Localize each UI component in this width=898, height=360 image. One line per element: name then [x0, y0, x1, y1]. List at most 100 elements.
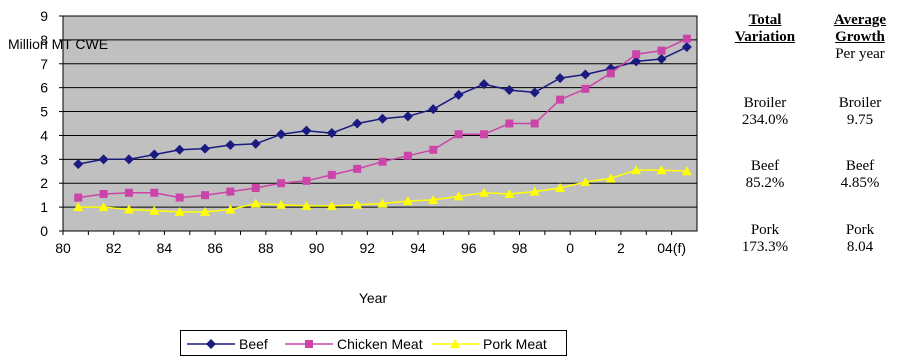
x-tick-label: 0 [566, 240, 574, 256]
row-label: Pork [845, 222, 875, 238]
x-tick-label: 2 [617, 240, 625, 256]
row-growth: 8.04 [846, 239, 874, 255]
row-label: Broiler [743, 95, 787, 111]
row-total: 85.2% [745, 175, 785, 191]
data-point-beef [98, 154, 109, 165]
pork-growth: Pork 8.04 [820, 222, 898, 256]
pork-total: Pork 173.3% [722, 222, 808, 256]
y-tick-label: 1 [40, 199, 48, 215]
data-point-chicken-meat [479, 130, 488, 139]
data-point-beef [453, 89, 464, 100]
growth-header-line2: Growth [835, 29, 885, 45]
data-point-chicken-meat [505, 119, 514, 128]
data-point-beef [402, 111, 413, 122]
data-point-pork-meat [681, 166, 692, 176]
data-point-pork-meat [478, 187, 489, 197]
legend-marker-pork-meat [450, 339, 460, 348]
data-point-chicken-meat [124, 188, 133, 197]
data-point-pork-meat [98, 202, 109, 212]
legend-label-beef: Beef [239, 336, 268, 352]
beef-growth: Beef 4.85% [820, 158, 898, 192]
y-tick-label: 5 [40, 104, 48, 120]
data-point-pork-meat [123, 204, 134, 214]
growth-header-sub: Per year [835, 46, 885, 62]
data-point-chicken-meat [429, 145, 438, 154]
x-tick-label: 90 [309, 240, 325, 256]
row-label: Pork [750, 222, 780, 238]
data-point-pork-meat [200, 206, 211, 216]
data-point-beef [174, 144, 185, 155]
legend-marker-beef [206, 339, 216, 349]
y-tick-label: 3 [40, 151, 48, 167]
axes [62, 15, 698, 232]
growth-header-line1: Average [833, 12, 887, 28]
data-point-pork-meat [402, 196, 413, 206]
data-point-pork-meat [504, 188, 515, 198]
data-point-chicken-meat [632, 50, 641, 59]
data-point-beef [225, 140, 236, 150]
data-point-beef [555, 73, 566, 84]
x-tick-label: 82 [106, 240, 122, 256]
row-total: 173.3% [741, 239, 789, 255]
series-beef [73, 42, 692, 170]
x-tick-label: 04(f) [657, 240, 686, 256]
row-total: 234.0% [741, 112, 789, 128]
x-tick-label: 84 [157, 240, 173, 256]
x-tick-label: 88 [258, 240, 274, 256]
legend-marks [187, 339, 479, 349]
data-point-chicken-meat [251, 184, 260, 192]
data-point-beef [301, 125, 312, 136]
y-tick-label: 0 [40, 223, 48, 239]
data-point-pork-meat [555, 183, 566, 192]
data-point-chicken-meat [302, 176, 311, 185]
data-point-pork-meat [301, 200, 312, 210]
data-point-pork-meat [453, 191, 464, 201]
data-point-pork-meat [174, 206, 185, 216]
data-point-pork-meat [352, 199, 363, 209]
data-point-pork-meat [73, 202, 84, 212]
data-point-chicken-meat [74, 193, 83, 202]
x-tick-label: 94 [410, 240, 426, 256]
data-point-beef [250, 138, 261, 149]
data-point-chicken-meat [682, 34, 691, 43]
data-point-chicken-meat [581, 84, 590, 93]
data-point-chicken-meat [226, 187, 235, 196]
plot-border [62, 15, 698, 232]
data-point-beef [73, 159, 84, 170]
data-point-pork-meat [529, 186, 540, 196]
data-point-beef [326, 128, 337, 139]
data-point-pork-meat [656, 165, 667, 175]
data-point-chicken-meat [606, 69, 615, 78]
x-tick-label: 80 [55, 240, 71, 256]
data-point-pork-meat [631, 165, 642, 175]
series-pork-meat [73, 165, 692, 216]
y-tick-label: 6 [40, 80, 48, 96]
data-point-beef [580, 69, 591, 80]
y-tick-label: 8 [40, 32, 48, 48]
average-growth-header: Average Growth Per year [820, 12, 898, 63]
broiler-growth: Broiler 9.75 [820, 95, 898, 129]
x-tick-labels: 80 82 84 86 88 90 92 94 96 98 0 2 04(f) [55, 231, 686, 256]
data-point-pork-meat [276, 199, 287, 209]
data-point-chicken-meat [327, 170, 336, 179]
data-point-chicken-meat [175, 193, 184, 202]
y-tick-label: 7 [40, 56, 48, 72]
data-point-beef [504, 85, 515, 96]
data-point-chicken-meat [530, 119, 539, 128]
data-point-pork-meat [580, 177, 591, 187]
y-axis-label: Million MT CWE [8, 36, 108, 52]
row-growth: 4.85% [840, 175, 880, 191]
data-point-chicken-meat [353, 164, 362, 173]
data-point-chicken-meat [403, 151, 412, 160]
data-point-pork-meat [605, 173, 616, 183]
data-point-beef [123, 154, 134, 165]
data-point-chicken-meat [150, 188, 159, 197]
data-point-chicken-meat [201, 191, 210, 200]
plot-area [63, 16, 697, 231]
data-point-beef [352, 118, 363, 129]
y-tick-label: 9 [40, 8, 48, 24]
data-point-chicken-meat [454, 130, 463, 139]
data-point-chicken-meat [277, 179, 286, 188]
series-chicken-meat [74, 34, 691, 202]
y-tick-label: 4 [40, 127, 48, 143]
